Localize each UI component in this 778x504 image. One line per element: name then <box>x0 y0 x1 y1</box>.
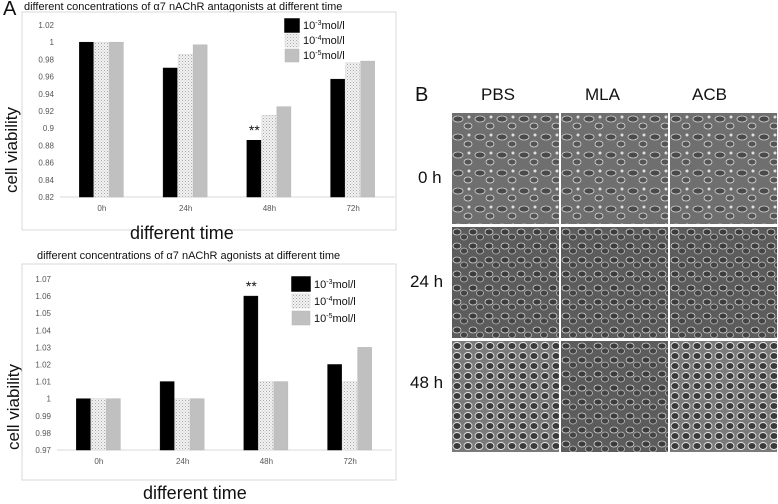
chart2-xtick: 0h <box>94 457 103 466</box>
chart2-ytick: 0.97 <box>35 446 51 455</box>
col-label-acb: ACB <box>692 85 727 104</box>
chart2-xlabel: different time <box>143 483 247 503</box>
chart1-bar <box>276 106 292 198</box>
chart2-ytick: 1.04 <box>35 326 51 335</box>
micrograph-mla-0h <box>561 113 668 224</box>
micrograph-pbs-0h <box>452 113 559 224</box>
chart2-ytick: 1 <box>47 395 52 404</box>
chart2-bar <box>273 381 289 451</box>
chart1-xlabel: different time <box>130 223 234 243</box>
chart2-bar <box>258 381 274 451</box>
chart2-legend-label: 10-4mol/l <box>314 296 356 308</box>
chart1-ytick: 1 <box>50 38 55 47</box>
chart1-bar <box>330 78 345 198</box>
chart2-xtick: 24h <box>176 457 189 466</box>
chart2-ytick: 1.03 <box>35 343 51 352</box>
chart2-legend-swatch <box>291 276 311 292</box>
chart1-annotation: ** <box>249 122 260 138</box>
chart2-ytick: 1.06 <box>35 292 51 301</box>
col-label-mla: MLA <box>585 85 620 104</box>
chart1-legend-label: 10-5mol/l <box>303 50 345 62</box>
chart1-ytick: 0.84 <box>38 176 54 185</box>
chart2-annotation: ** <box>246 278 257 294</box>
chart2-legend-label: 10-3mol/l <box>314 279 356 291</box>
chart2-ytick: 1.07 <box>35 275 51 284</box>
chart1-ytick: 0.94 <box>38 90 54 99</box>
chart1-legend-swatch <box>284 33 300 48</box>
chart1-title: different concentrations of α7 nAChR ant… <box>24 1 343 13</box>
chart1-bar <box>192 44 208 198</box>
chart2-bar <box>106 398 121 451</box>
micrograph-pbs-24h <box>452 227 559 338</box>
chart2-legend-label: 10-5mol/l <box>314 313 356 325</box>
row-label-24h: 24 h <box>410 272 444 291</box>
chart1-ytick: 0.98 <box>38 55 54 64</box>
chart2: 0.97 0.98 0.99 1 1.01 1.02 1.03 1.04 1.05 1.06 1.0… <box>21 263 397 481</box>
chart2-legend-swatch <box>291 310 311 326</box>
chart2-bar <box>76 398 91 451</box>
chart1-ytick: 0.92 <box>38 107 54 116</box>
chart2-ytick: 0.98 <box>35 429 51 438</box>
chart1-legend-swatch <box>284 18 300 33</box>
chart2-title: different concentrations of α7 nAChR ago… <box>37 250 341 262</box>
micrograph-pbs-48h <box>452 341 559 452</box>
chart1-frame <box>21 11 397 231</box>
row-label-48h: 48 h <box>410 373 444 392</box>
chart1-legend-swatch <box>284 48 300 63</box>
chart1-bar <box>360 60 375 198</box>
chart2-ytick: 1.05 <box>35 309 51 318</box>
chart1-bar <box>345 62 360 198</box>
chart2-bar <box>159 381 175 451</box>
chart1-ylabel: cell viability <box>2 107 21 193</box>
chart2-ytick: 1.01 <box>35 378 51 387</box>
chart1-bar <box>177 53 193 198</box>
chart2-xtick: 72h <box>343 457 356 466</box>
chart1-xtick: 24h <box>179 204 192 213</box>
chart2-ytick: 1.02 <box>35 361 51 370</box>
chart1-ytick: 0.88 <box>38 141 54 150</box>
chart1-ytick: 0.86 <box>38 159 54 168</box>
chart1-xtick: 0h <box>97 204 106 213</box>
chart1-legend-label: 10-3mol/l <box>303 20 345 32</box>
col-label-pbs: PBS <box>481 85 516 104</box>
chart2-bar <box>174 398 190 451</box>
chart2-xtick: 48h <box>260 457 273 466</box>
micrograph-mla-24h <box>561 227 668 338</box>
chart2-bar <box>91 398 106 451</box>
chart2-ytick: 0.99 <box>35 412 51 421</box>
chart1-ytick: 0.96 <box>38 73 54 82</box>
chart1-bar <box>246 139 262 198</box>
chart2-bar <box>243 295 259 451</box>
chart1-ytick: 1.02 <box>38 21 54 30</box>
panel-label-a: A <box>3 0 17 20</box>
micrograph-acb-48h <box>670 341 777 452</box>
chart2-frame <box>21 263 397 481</box>
chart1-bar <box>94 41 109 198</box>
chart1-xtick: 48h <box>263 204 276 213</box>
micrograph-mla-48h <box>561 341 668 452</box>
chart1: 0.82 0.84 0.86 0.88 0.9 0.92 0.94 0.96 0.98 1 1.02… <box>21 11 397 231</box>
chart2-bar <box>342 381 357 451</box>
chart1-bar <box>109 41 124 198</box>
chart2-bar <box>189 398 205 451</box>
chart1-bar <box>79 41 94 198</box>
chart2-bar <box>327 364 342 451</box>
chart1-bar <box>162 67 178 198</box>
micrograph-acb-24h <box>670 227 777 338</box>
chart2-bar <box>357 347 372 451</box>
chart1-ytick: 0.82 <box>38 193 54 202</box>
chart2-legend-swatch <box>291 293 311 309</box>
panel-label-b: B <box>415 84 429 106</box>
chart1-ytick: 0.9 <box>43 124 55 133</box>
chart1-bar <box>261 115 277 198</box>
chart1-xtick: 72h <box>346 204 359 213</box>
chart1-legend-label: 10-4mol/l <box>303 35 345 47</box>
row-label-0h: 0 h <box>418 168 442 187</box>
micrograph-acb-0h <box>670 113 777 224</box>
